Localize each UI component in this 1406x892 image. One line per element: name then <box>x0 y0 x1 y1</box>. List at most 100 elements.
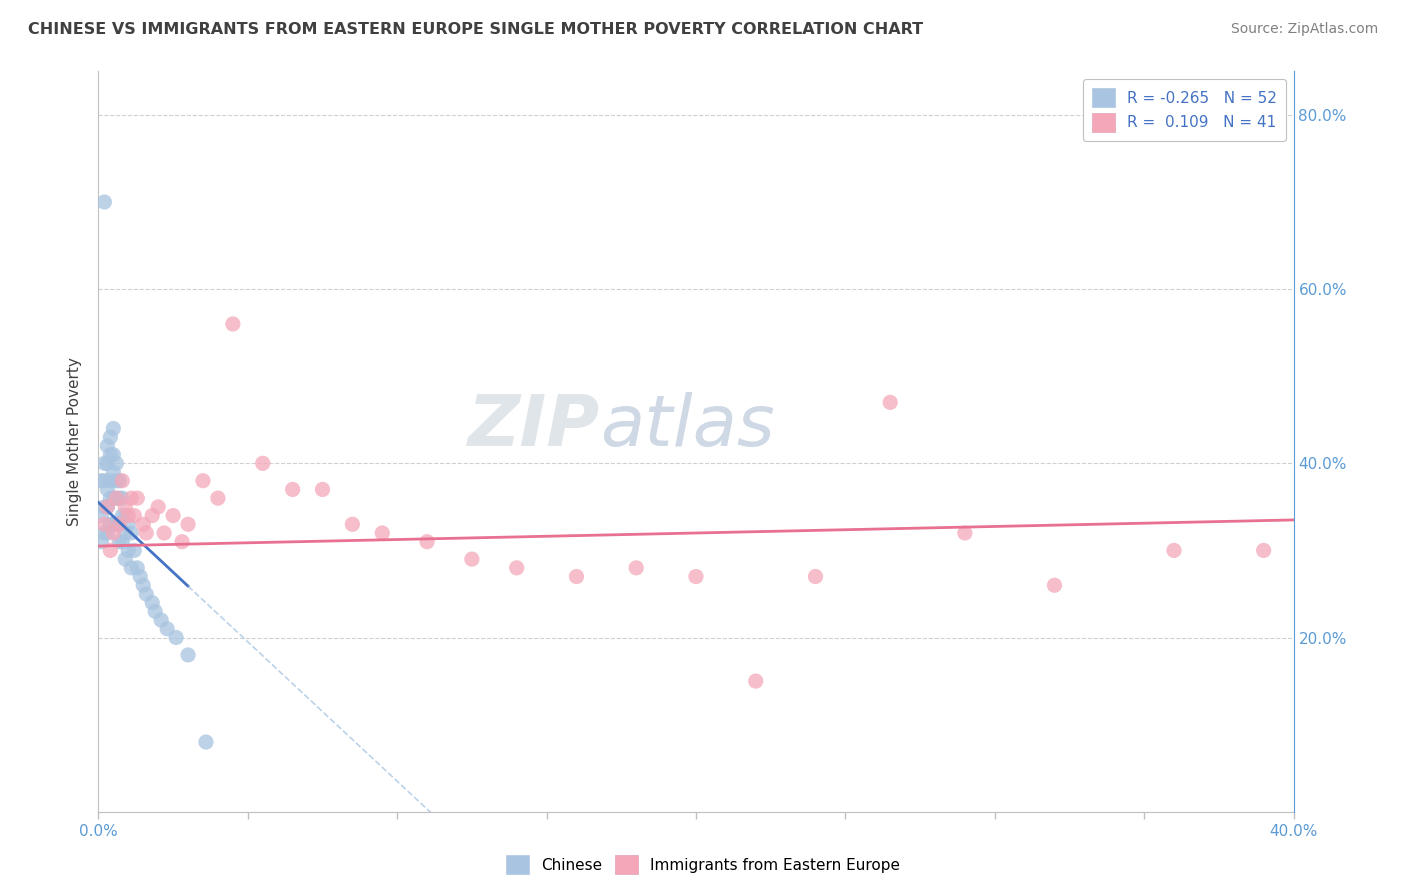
Point <box>105 517 128 532</box>
Point <box>461 552 484 566</box>
Point <box>141 508 163 523</box>
Point <box>105 456 128 470</box>
Point <box>191 474 214 488</box>
Point <box>114 500 136 514</box>
Point <box>103 465 125 479</box>
Point <box>120 561 142 575</box>
Point <box>117 543 139 558</box>
Point <box>120 526 142 541</box>
Point <box>96 483 118 497</box>
Point <box>506 561 529 575</box>
Point <box>111 491 134 505</box>
Point <box>98 543 122 558</box>
Point <box>108 517 131 532</box>
Point <box>105 474 128 488</box>
Point <box>105 491 128 505</box>
Point <box>103 448 125 462</box>
Point <box>103 526 125 541</box>
Point <box>98 474 122 488</box>
Point <box>165 631 187 645</box>
Point <box>117 508 139 523</box>
Point <box>93 500 115 514</box>
Point <box>222 317 245 331</box>
Text: ZIP: ZIP <box>468 392 600 461</box>
Point <box>207 491 229 505</box>
Point <box>93 456 115 470</box>
Point <box>108 491 131 505</box>
Point <box>124 543 146 558</box>
Point <box>172 534 194 549</box>
Point <box>153 526 176 541</box>
Point <box>150 613 173 627</box>
Point <box>135 587 157 601</box>
Point <box>416 534 439 549</box>
Point <box>114 552 136 566</box>
Point <box>132 517 155 532</box>
Point <box>342 517 364 532</box>
Point <box>177 517 200 532</box>
Point <box>141 596 163 610</box>
Point <box>90 508 112 523</box>
Point <box>132 578 155 592</box>
Point <box>120 491 142 505</box>
Point <box>103 421 125 435</box>
Point <box>114 508 136 523</box>
Text: CHINESE VS IMMIGRANTS FROM EASTERN EUROPE SINGLE MOTHER POVERTY CORRELATION CHAR: CHINESE VS IMMIGRANTS FROM EASTERN EUROP… <box>28 22 924 37</box>
Point <box>96 526 118 541</box>
Point <box>90 474 112 488</box>
Point <box>111 534 134 549</box>
Point <box>1253 543 1275 558</box>
Point <box>148 500 170 514</box>
Point <box>1163 543 1185 558</box>
Point <box>745 674 768 689</box>
Point <box>108 474 131 488</box>
Point <box>111 508 134 523</box>
Point <box>96 456 118 470</box>
Point <box>135 526 157 541</box>
Point <box>93 517 115 532</box>
Point <box>96 500 118 514</box>
Point <box>626 561 648 575</box>
Point <box>93 526 115 541</box>
Point <box>252 456 274 470</box>
Point <box>98 517 122 532</box>
Point <box>1043 578 1066 592</box>
Point <box>565 569 588 583</box>
Text: Source: ZipAtlas.com: Source: ZipAtlas.com <box>1230 22 1378 37</box>
Point <box>90 534 112 549</box>
Point <box>111 474 134 488</box>
Point <box>108 517 131 532</box>
Point <box>177 648 200 662</box>
Point <box>804 569 827 583</box>
Point <box>311 483 333 497</box>
Point <box>96 500 118 514</box>
Point <box>195 735 218 749</box>
Point <box>98 448 122 462</box>
Point <box>129 569 152 583</box>
Point <box>162 508 184 523</box>
Legend: R = -0.265   N = 52, R =  0.109   N = 41: R = -0.265 N = 52, R = 0.109 N = 41 <box>1083 79 1286 141</box>
Point <box>108 534 131 549</box>
Point <box>98 430 122 444</box>
Point <box>96 439 118 453</box>
Point <box>103 491 125 505</box>
Point <box>127 561 149 575</box>
Point <box>93 194 115 209</box>
Point <box>879 395 901 409</box>
Point <box>371 526 394 541</box>
Y-axis label: Single Mother Poverty: Single Mother Poverty <box>67 357 83 526</box>
Point <box>953 526 976 541</box>
Text: atlas: atlas <box>600 392 775 461</box>
Point <box>156 622 179 636</box>
Point <box>98 491 122 505</box>
Point <box>105 491 128 505</box>
Legend: Chinese, Immigrants from Eastern Europe: Chinese, Immigrants from Eastern Europe <box>501 849 905 880</box>
Point <box>114 526 136 541</box>
Point <box>103 517 125 532</box>
Point <box>124 508 146 523</box>
Point <box>281 483 304 497</box>
Point <box>117 517 139 532</box>
Point <box>143 604 166 618</box>
Point <box>685 569 707 583</box>
Point <box>127 491 149 505</box>
